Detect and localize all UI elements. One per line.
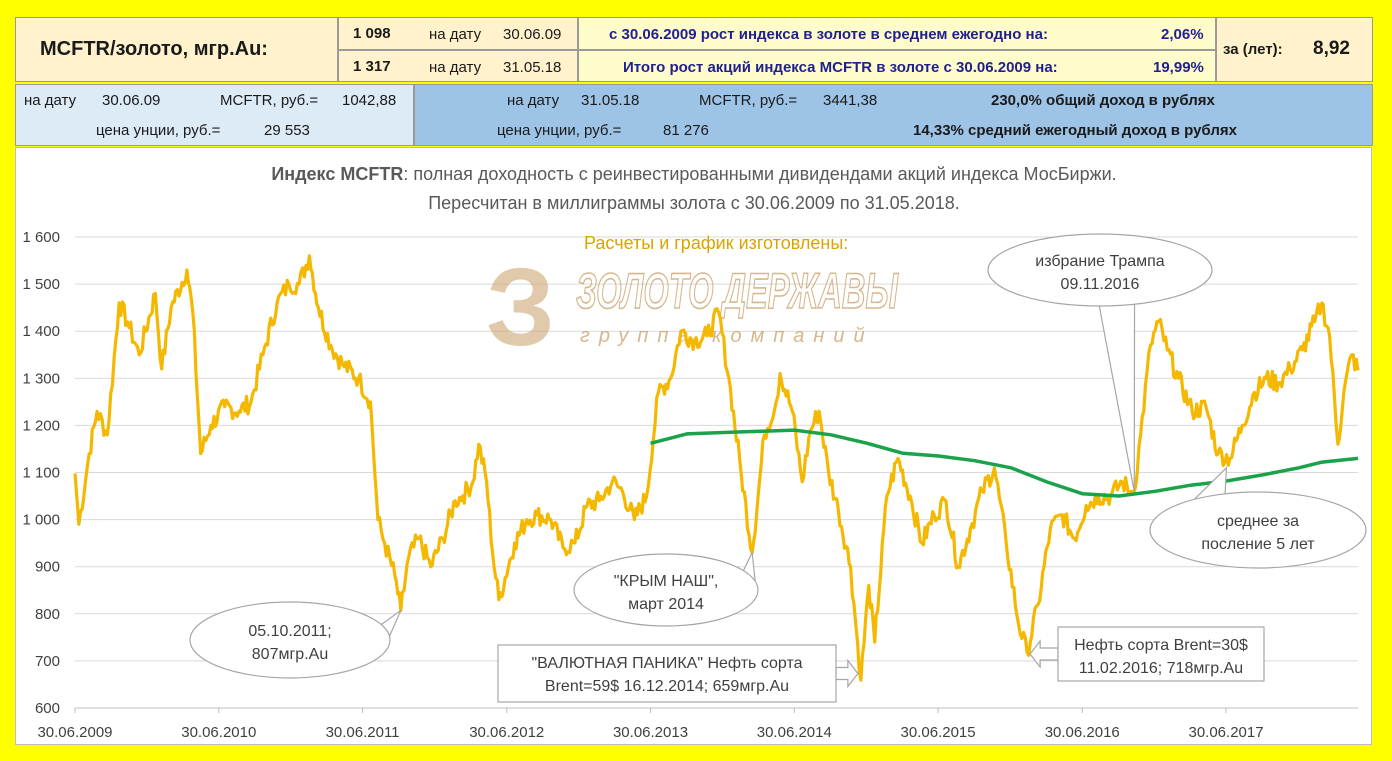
y-tick-label: 700 [35,653,60,670]
chart-subtitle: Пересчитан в миллиграммы золота с 30.06.… [428,193,960,213]
info-right-ounce-value: 81 276 [663,122,709,139]
callout-trump: избрание Трампа 09.11.2016 [987,233,1213,492]
info-left-ounce-label: цена унции, руб.= [96,122,221,139]
callout-box [497,644,837,703]
callout-box [1057,626,1265,682]
info-right-ounce-label: цена унции, руб.= [497,122,622,139]
chart-title-bold: Индекс MCFTR [271,164,403,184]
callout-arrow [1029,639,1059,669]
callout-bubble [1149,491,1367,569]
callout-text-line: среднее за [1217,513,1299,530]
annual-return: 14,33% средний ежегодный доход в рублях [913,122,1237,139]
growth-note-avg: с 30.06.2009 рост индекса в золоте в сре… [609,26,1048,43]
y-tick-label: 1 500 [22,276,60,293]
years-cell: за (лет): 8,92 [1216,17,1373,82]
watermark: Расчеты и график изготовлены: З ЗОЛОТО Д… [486,233,899,369]
value-row-1: 1 098 на дату 30.06.09 [338,17,578,50]
x-tick-label: 30.06.2014 [757,724,832,741]
info-right: на дату 31.05.18 MCFTR, руб.= 3441,38 це… [414,84,1373,146]
callout-panic: "ВАЛЮТНАЯ ПАНИКА" Нефть сорта Brent=59$ 1… [497,644,859,703]
y-tick-label: 1 200 [22,417,60,434]
info-left-index-label: MCFTR, руб.= [220,92,319,109]
y-tick-label: 1 000 [22,512,60,529]
info-left-ounce-value: 29 553 [264,122,310,139]
info-right-index-label: MCFTR, руб.= [699,92,798,109]
date-label: на дату [429,26,482,43]
callout-text-line: 09.11.2016 [1061,276,1140,293]
callout-text-line: Нефть сорта Brent=30$ [1074,637,1248,654]
y-tick-label: 1 300 [22,370,60,387]
series-line-ma [650,428,1359,498]
growth-row-1: с 30.06.2009 рост индекса в золоте в сре… [578,17,1216,50]
watermark-sub: группа компаний [580,325,874,347]
title-cell: MCFTR/золото, мгр.Au: [15,17,338,82]
total-return: 230,0% общий доход в рублях [991,92,1215,109]
y-tick-label: 800 [35,606,60,623]
value-row-2: 1 317 на дату 31.05.18 [338,50,578,82]
callout-text-line: избрание Трампа [1035,253,1165,270]
growth-note-total: Итого рост акций индекса MCFTR в золоте … [623,59,1058,76]
info-right-index-value: 3441,38 [823,92,878,109]
y-tick-label: 900 [35,559,60,576]
callout-text-line: Brent=59$ 16.12.2014; 659мгр.Au [545,678,789,695]
callout-avg5: среднее за послениe 5 лет [1149,466,1367,569]
callout-bubble [189,601,391,679]
x-tick-label: 30.06.2011 [326,724,400,741]
y-tick-label: 600 [35,700,60,717]
years-value: 8,92 [1313,38,1350,59]
value-start: 1 098 [353,25,391,42]
callout-brent30: Нефть сорта Brent=30$ 11.02.2016; 718мгр.… [1029,626,1265,682]
callout-bubble [573,553,759,627]
page-title: MCFTR/золото, мгр.Au: [40,38,268,60]
growth-pct-avg: 2,06% [1161,26,1204,43]
date-start: 30.06.09 [503,26,562,43]
axis-ticks: 600 700 800 900 1 000 1 100 1 200 1 300 1 400 1 5… [22,229,1263,741]
callout-text-line: 807мгр.Au [252,646,328,663]
info-left-date: 30.06.09 [102,92,161,109]
date-end: 31.05.18 [503,59,562,76]
growth-pct-total: 19,99% [1153,59,1204,76]
callout-text-line: 11.02.2016; 718мгр.Au [1079,660,1243,677]
watermark-logo-letter: З [486,246,555,369]
callout-text-line: 05.10.2011; [248,623,331,640]
value-end: 1 317 [353,58,391,75]
chart-title-rest: : полная доходность с реинвестированными… [403,164,1116,184]
series [73,254,1360,682]
callout-text-line: "ВАЛЮТНАЯ ПАНИКА" Нефть сорта [532,655,803,672]
callout-arrow [835,658,859,689]
growth-row-2: Итого рост акций индекса MCFTR в золоте … [578,50,1216,82]
callout-crimea: "КРЫМ НАШ", март 2014 [573,550,759,627]
chart-title: Индекс MCFTR: полная доходность с реинве… [271,164,1116,184]
info-right-date: 31.05.18 [581,92,640,109]
callout-text-line: март 2014 [628,596,704,613]
callout-text-line: "КРЫМ НАШ", [614,573,719,590]
info-right-date-label: на дату [507,92,560,109]
x-tick-label: 30.06.2010 [181,724,256,741]
y-tick-label: 1 600 [22,229,60,246]
watermark-caption: Расчеты и график изготовлены: [584,233,848,253]
series-line-mcftr [73,254,1360,682]
callout-text-line: послениe 5 лет [1201,536,1315,553]
x-tick-label: 30.06.2012 [469,724,544,741]
x-tick-label: 30.06.2016 [1045,724,1120,741]
callout-pointer [1098,303,1136,492]
info-left-index-value: 1042,88 [342,92,397,109]
x-tick-label: 30.06.2009 [37,724,112,741]
date-label: на дату [429,59,482,76]
info-left-date-label: на дату [24,92,77,109]
annotations: избрание Трампа 09.11.2016 среднее за после… [189,233,1367,703]
x-tick-label: 30.06.2017 [1188,724,1263,741]
y-tick-label: 1 400 [22,323,60,340]
y-tick-label: 1 100 [22,465,60,482]
watermark-brand: ЗОЛОТО ДЕРЖАВЫ [576,263,899,319]
x-tick-label: 30.06.2013 [613,724,688,741]
years-label: за (лет): [1223,41,1283,58]
callout-bubble [987,233,1213,307]
callout-min2011: 05.10.2011; 807мгр.Au [189,601,403,679]
info-left: на дату 30.06.09 MCFTR, руб.= 1042,88 це… [15,84,414,146]
x-tick-label: 30.06.2015 [901,724,976,741]
